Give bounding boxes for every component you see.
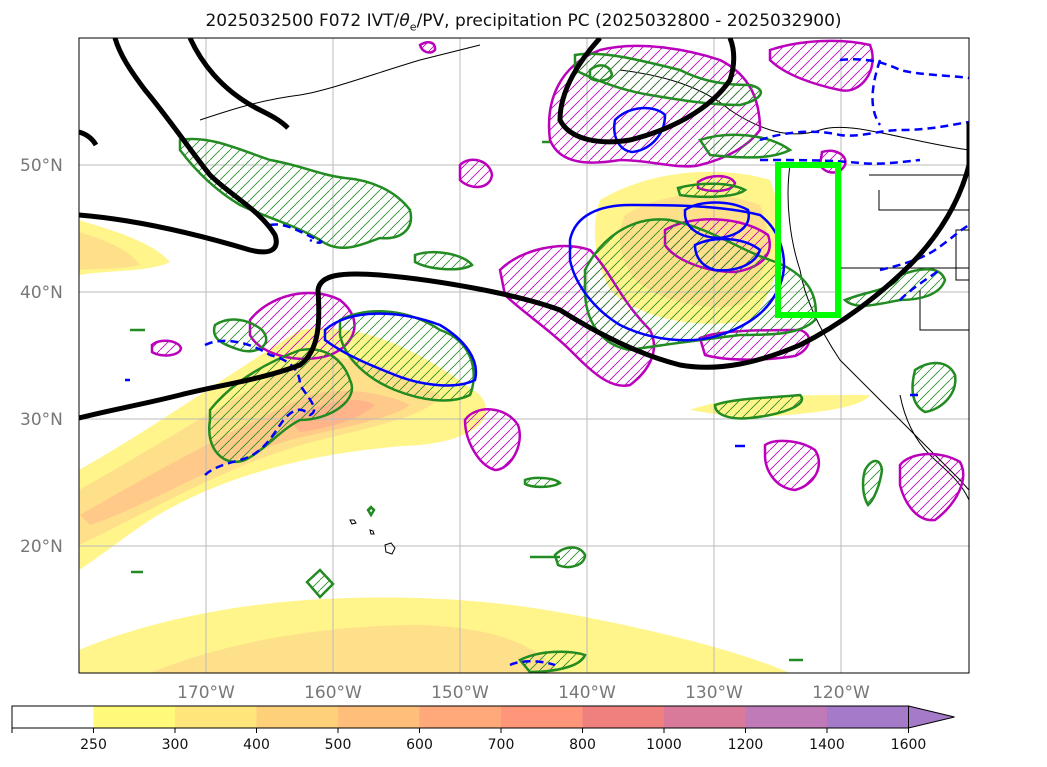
colorbar-segment (338, 706, 420, 728)
colorbar-segment (419, 706, 502, 728)
lon-label-170w: 170°W (177, 683, 235, 703)
colorbar-tick-label: 1400 (809, 737, 845, 753)
colorbar-segment (175, 706, 257, 728)
colorbar: 250 300 400 500 600 700 800 1000 1200 1400 1600 (11, 705, 955, 753)
lon-label-150w: 150°W (431, 683, 489, 703)
lat-label-30: 30°N (20, 410, 63, 430)
pv-contours (79, 38, 969, 421)
colorbar-tick-label: 500 (325, 737, 352, 753)
map-frame (78, 37, 970, 674)
colorbar-tick-label: 400 (243, 737, 270, 753)
colorbar-segment (501, 706, 583, 728)
latitude-labels: 50°N 40°N 30°N 20°N (20, 156, 63, 557)
colorbar-segment (745, 706, 828, 728)
colorbar-tick-label: 1200 (728, 737, 764, 753)
lat-label-20: 20°N (20, 537, 63, 557)
colorbar-segment (827, 706, 909, 728)
precip-positive-regions (130, 52, 957, 673)
colorbar-outline (11, 705, 909, 729)
figure-title: 2025032500 F072 IVT/θe/PV, precipitation… (205, 11, 842, 34)
colorbar-tick-label: 1000 (646, 737, 682, 753)
colorbar-tick-label: 600 (406, 737, 433, 753)
colorbar-segment (12, 706, 94, 728)
colorbar-tick-label: 700 (488, 737, 515, 753)
lon-label-120w: 120°W (812, 683, 870, 703)
lon-label-140w: 140°W (558, 683, 616, 703)
theta-symbol: θ (399, 11, 410, 31)
colorbar-segment (664, 706, 746, 728)
lat-label-40: 40°N (20, 283, 63, 303)
map-plot-area (79, 38, 969, 673)
map-background (79, 38, 969, 673)
colorbar-extend-arrow (908, 705, 955, 729)
colorbar-tick-label: 300 (162, 737, 189, 753)
colorbar-tick-label: 250 (80, 737, 107, 753)
colorbar-tick-label: 1600 (891, 737, 927, 753)
theta-subscript: e (409, 20, 417, 34)
theta-e-negative-contours (204, 58, 969, 667)
lat-label-50: 50°N (20, 156, 63, 176)
colorbar-segment (93, 706, 176, 728)
lon-label-130w: 130°W (685, 683, 743, 703)
colorbar-segment (582, 706, 665, 728)
highlight-region-box (775, 162, 841, 318)
longitude-labels: 170°W 160°W 150°W 140°W 130°W 120°W (177, 683, 870, 703)
lon-label-160w: 160°W (304, 683, 362, 703)
colorbar-segment (256, 706, 339, 728)
colorbar-tick-label: 800 (569, 737, 596, 753)
